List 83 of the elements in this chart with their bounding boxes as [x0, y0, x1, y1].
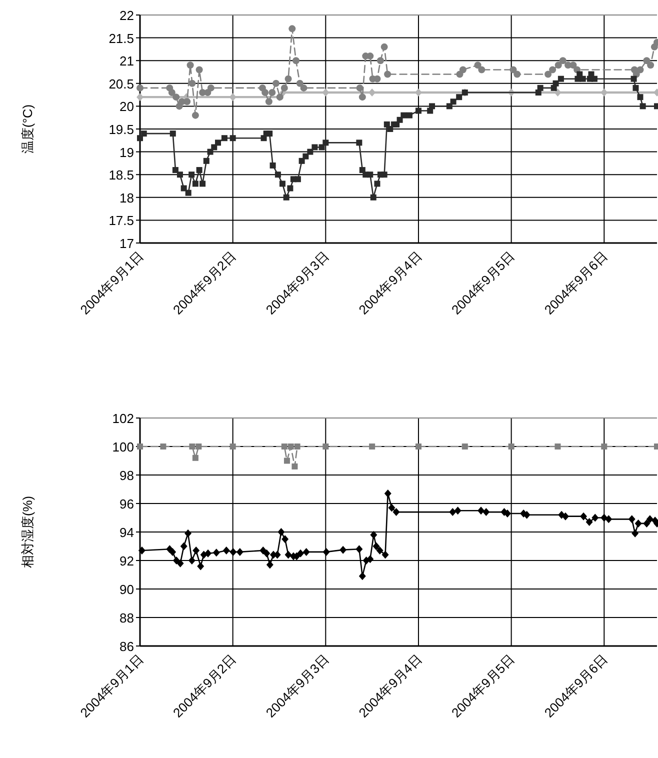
point: [192, 454, 198, 461]
point: [296, 80, 304, 87]
point: [459, 66, 466, 74]
point: [384, 70, 392, 78]
point: [284, 458, 290, 464]
point: [184, 98, 191, 106]
point: [229, 93, 236, 102]
point: [636, 66, 644, 74]
point: [322, 88, 330, 97]
point: [322, 444, 329, 450]
point: [369, 444, 376, 450]
point: [160, 444, 166, 450]
point: [510, 66, 517, 74]
point: [288, 25, 296, 32]
point: [508, 444, 514, 450]
point: [647, 62, 654, 69]
point: [207, 84, 214, 92]
point: [600, 88, 608, 97]
point: [168, 89, 176, 96]
point: [374, 75, 381, 82]
y-tick-label: 17: [120, 236, 134, 251]
y-tick-label: 94: [120, 525, 134, 540]
point: [280, 84, 288, 92]
point: [192, 112, 199, 119]
point: [356, 84, 364, 92]
point: [136, 93, 144, 102]
y-tick-label: 22: [120, 8, 134, 23]
point: [188, 80, 196, 87]
point: [380, 43, 388, 50]
y-tick-label: 21.5: [108, 30, 134, 46]
point: [265, 98, 272, 106]
y-axis-title: 相対湿度(%): [20, 496, 35, 568]
point: [292, 463, 298, 470]
point: [554, 62, 562, 69]
y-tick-label: 17.5: [108, 213, 134, 228]
point: [601, 444, 608, 450]
point: [189, 444, 196, 450]
point: [376, 57, 384, 64]
y-tick-label: 88: [120, 610, 134, 626]
point: [570, 62, 577, 69]
point: [272, 80, 280, 87]
point: [544, 70, 552, 78]
point: [554, 444, 561, 450]
y-tick-label: 19: [120, 144, 134, 160]
y-tick-label: 20: [120, 99, 134, 114]
y-tick-label: 18.5: [108, 168, 134, 183]
y-tick-label: 86: [120, 639, 134, 654]
point: [549, 66, 556, 74]
y-tick-label: 96: [120, 496, 134, 512]
y-tick-label: 98: [120, 468, 134, 483]
y-tick-label: 21: [120, 54, 134, 69]
y-tick-label: 18: [120, 190, 134, 206]
point: [204, 89, 212, 96]
point: [288, 444, 294, 450]
point: [514, 70, 521, 78]
point: [462, 444, 468, 450]
point: [294, 444, 300, 450]
point: [474, 62, 482, 69]
y-tick-label: 102: [112, 411, 134, 426]
point: [366, 52, 374, 60]
point: [268, 89, 276, 96]
point: [196, 444, 202, 450]
y-tick-label: 92: [120, 554, 134, 568]
y-tick-label: 100: [112, 440, 134, 454]
y-axis-title: 温度(°C): [20, 104, 35, 154]
point: [478, 66, 486, 74]
point: [559, 57, 566, 64]
point: [643, 57, 650, 64]
point: [196, 66, 203, 74]
point: [186, 62, 194, 69]
point: [172, 94, 180, 101]
point: [281, 444, 288, 450]
point: [415, 444, 422, 450]
point: [230, 444, 236, 450]
point: [554, 88, 562, 97]
y-tick-label: 90: [120, 582, 134, 597]
point: [300, 84, 308, 92]
y-tick-label: 20.5: [108, 76, 134, 92]
point: [292, 57, 300, 64]
y-tick-label: 19.5: [108, 122, 134, 137]
point: [284, 75, 292, 82]
point: [358, 94, 366, 101]
point: [262, 89, 269, 96]
